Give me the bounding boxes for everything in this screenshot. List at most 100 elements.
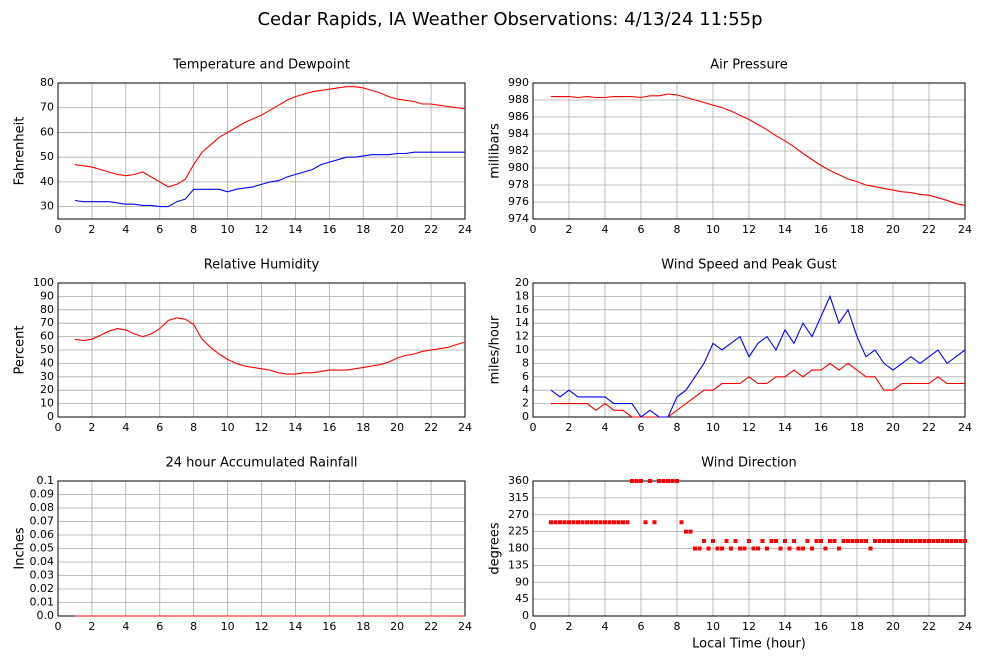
chart-title: Temperature and Dewpoint bbox=[172, 58, 350, 73]
data-point bbox=[796, 546, 801, 551]
x-tick-label: 22 bbox=[424, 223, 438, 236]
chart-title: Relative Humidity bbox=[204, 258, 320, 273]
data-point bbox=[553, 520, 558, 525]
x-tick-label: 20 bbox=[390, 620, 404, 633]
data-point bbox=[769, 539, 774, 543]
x-tick-label: 18 bbox=[356, 620, 370, 633]
x-tick-label: 8 bbox=[674, 223, 681, 236]
x-tick-label: 12 bbox=[255, 620, 269, 633]
data-line bbox=[551, 362, 965, 418]
y-tick-label: 0 bbox=[522, 410, 529, 423]
data-point bbox=[603, 520, 607, 525]
y-tick-label: 50 bbox=[40, 150, 54, 163]
x-tick-label: 16 bbox=[322, 223, 336, 236]
x-tick-label: 4 bbox=[602, 223, 609, 236]
x-tick-label: 6 bbox=[156, 223, 163, 236]
plot-frame bbox=[57, 82, 466, 220]
data-point bbox=[765, 546, 769, 551]
data-point bbox=[585, 520, 589, 525]
x-tick-label: 20 bbox=[886, 223, 900, 236]
data-line bbox=[550, 294, 966, 418]
y-axis-label: millibars bbox=[488, 123, 503, 179]
page-title: Cedar Rapids, IA Weather Observations: 4… bbox=[257, 9, 762, 30]
y-tick-label: 20 bbox=[515, 276, 529, 289]
data-point bbox=[670, 479, 675, 483]
data-point bbox=[828, 539, 832, 543]
data-point bbox=[738, 546, 742, 551]
y-tick-label: 0.02 bbox=[30, 582, 55, 595]
data-point bbox=[801, 546, 805, 551]
y-tick-label: 978 bbox=[508, 178, 529, 191]
x-tick-label: 6 bbox=[638, 223, 645, 236]
data-point bbox=[562, 520, 567, 525]
x-tick-label: 18 bbox=[850, 223, 864, 236]
x-tick-label: 14 bbox=[778, 223, 792, 236]
y-tick-label: 90 bbox=[40, 289, 54, 302]
x-tick-label: 24 bbox=[958, 421, 972, 434]
data-point bbox=[819, 539, 823, 543]
y-tick-label: 18 bbox=[515, 289, 529, 302]
x-tick-label: 12 bbox=[742, 223, 756, 236]
data-point bbox=[648, 479, 652, 483]
x-tick-label: 2 bbox=[88, 620, 95, 633]
data-point bbox=[873, 539, 877, 543]
x-tick-label: 8 bbox=[190, 223, 197, 236]
plot-frame bbox=[532, 480, 966, 617]
y-axis-label: Inches bbox=[13, 527, 28, 569]
data-point bbox=[666, 479, 670, 483]
data-point bbox=[639, 479, 643, 483]
data-line bbox=[74, 86, 466, 188]
data-point bbox=[693, 546, 697, 551]
x-tick-label: 8 bbox=[674, 421, 681, 434]
data-point bbox=[859, 539, 864, 543]
x-tick-label: 2 bbox=[88, 421, 95, 434]
y-tick-label: 30 bbox=[40, 370, 54, 383]
x-tick-label: 2 bbox=[566, 223, 573, 236]
y-tick-label: 2 bbox=[522, 397, 529, 410]
y-tick-label: 70 bbox=[40, 101, 54, 114]
data-point bbox=[855, 539, 859, 543]
x-tick-label: 4 bbox=[602, 421, 609, 434]
y-axis-label: miles/hour bbox=[488, 315, 503, 384]
data-point bbox=[729, 546, 733, 551]
y-tick-label: 0.09 bbox=[30, 488, 55, 501]
x-tick-label: 8 bbox=[190, 620, 197, 633]
data-point bbox=[963, 539, 967, 543]
x-tick-label: 18 bbox=[356, 421, 370, 434]
data-point bbox=[886, 539, 891, 543]
data-point bbox=[877, 539, 882, 543]
x-tick-label: 14 bbox=[288, 223, 302, 236]
y-tick-label: 315 bbox=[508, 491, 529, 504]
y-tick-label: 14 bbox=[515, 316, 529, 329]
x-tick-label: 22 bbox=[922, 421, 936, 434]
y-tick-label: 10 bbox=[515, 343, 529, 356]
x-tick-label: 20 bbox=[886, 421, 900, 434]
y-tick-label: 0.03 bbox=[30, 569, 55, 582]
x-tick-label: 22 bbox=[922, 223, 936, 236]
data-point bbox=[832, 539, 837, 543]
y-tick-label: 0.05 bbox=[30, 542, 55, 555]
data-point bbox=[918, 539, 922, 543]
y-tick-label: 0.04 bbox=[30, 555, 55, 568]
x-tick-label: 14 bbox=[288, 421, 302, 434]
y-tick-label: 0.08 bbox=[30, 501, 55, 514]
x-tick-label: 18 bbox=[850, 620, 864, 633]
x-tick-label: 10 bbox=[221, 421, 235, 434]
x-tick-label: 14 bbox=[288, 620, 302, 633]
x-tick-label: 16 bbox=[322, 620, 336, 633]
x-tick-label: 14 bbox=[778, 620, 792, 633]
data-point bbox=[679, 520, 684, 525]
x-tick-label: 24 bbox=[458, 421, 472, 434]
data-point bbox=[756, 546, 760, 551]
data-point bbox=[567, 520, 571, 525]
x-tick-label: 4 bbox=[122, 223, 129, 236]
data-point bbox=[810, 546, 814, 551]
data-point bbox=[711, 539, 715, 543]
y-tick-label: 0 bbox=[47, 410, 54, 423]
data-point bbox=[864, 539, 868, 543]
data-point bbox=[792, 539, 796, 543]
x-tick-label: 0 bbox=[55, 421, 62, 434]
data-point bbox=[684, 529, 688, 534]
data-point bbox=[837, 546, 841, 551]
